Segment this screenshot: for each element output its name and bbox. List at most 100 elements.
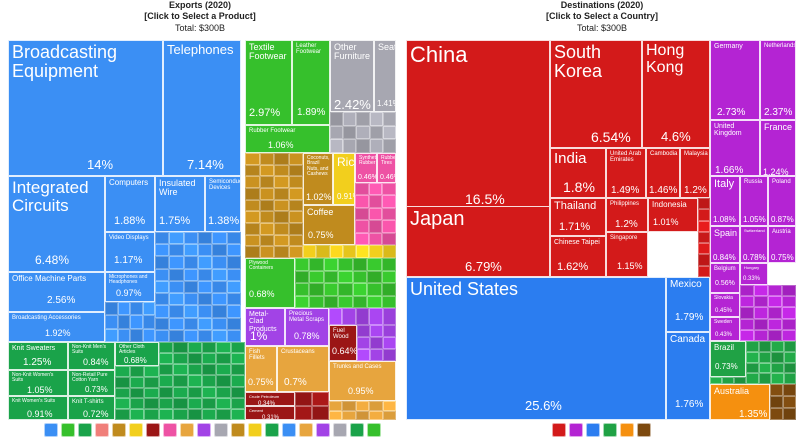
export-tile-plywood-containers[interactable]: Plywood Containers 0.68% bbox=[245, 258, 295, 308]
export-small-tile[interactable] bbox=[330, 112, 344, 126]
export-small-tile[interactable] bbox=[198, 244, 213, 257]
export-small-tile[interactable] bbox=[259, 211, 274, 223]
export-small-tile[interactable] bbox=[382, 232, 396, 245]
export-small-tile[interactable] bbox=[259, 199, 274, 212]
export-small-tile[interactable] bbox=[355, 207, 369, 221]
export-tile-video-displays[interactable]: Video Displays 1.17% bbox=[105, 232, 155, 272]
export-small-tile[interactable] bbox=[352, 258, 368, 271]
export-small-tile[interactable] bbox=[245, 246, 260, 258]
export-small-tile[interactable] bbox=[356, 125, 370, 140]
export-small-tile[interactable] bbox=[356, 112, 370, 126]
export-small-tile[interactable] bbox=[155, 293, 170, 306]
export-small-tile[interactable] bbox=[368, 220, 383, 233]
export-small-tile[interactable] bbox=[183, 244, 198, 257]
destination-small-tile[interactable] bbox=[783, 351, 796, 363]
export-small-tile[interactable] bbox=[382, 125, 396, 140]
export-small-tile[interactable] bbox=[259, 234, 274, 247]
export-tile-office-machine-parts[interactable]: Office Machine Parts 2.56% bbox=[8, 272, 105, 312]
region-legend-icon[interactable] bbox=[586, 423, 600, 437]
destination-small-tile[interactable] bbox=[758, 373, 771, 384]
export-small-tile[interactable] bbox=[343, 139, 357, 153]
export-small-tile[interactable] bbox=[173, 364, 188, 376]
export-small-tile[interactable] bbox=[216, 397, 231, 409]
destination-tile-thailand[interactable]: Thailand 1.71% bbox=[550, 198, 606, 236]
export-tile-precious-metal-scraps[interactable]: Precious Metal Scraps 0.78% bbox=[285, 308, 329, 346]
export-small-tile[interactable] bbox=[369, 245, 383, 258]
export-small-tile[interactable] bbox=[169, 305, 184, 318]
export-small-tile[interactable] bbox=[216, 342, 231, 354]
category-legend-icon[interactable] bbox=[214, 423, 228, 437]
category-legend-icon[interactable] bbox=[197, 423, 211, 437]
destination-small-tile[interactable] bbox=[754, 318, 768, 330]
export-small-tile[interactable] bbox=[342, 308, 356, 325]
export-small-tile[interactable] bbox=[142, 328, 155, 342]
destinations-subtitle[interactable]: [Click to Select a Country] bbox=[545, 11, 659, 21]
export-small-tile[interactable] bbox=[338, 295, 353, 308]
export-small-tile[interactable] bbox=[382, 183, 396, 196]
export-small-tile[interactable] bbox=[367, 270, 382, 283]
destination-tile-russia[interactable]: Russia 1.05% bbox=[740, 176, 768, 226]
export-small-tile[interactable] bbox=[368, 207, 383, 221]
destination-tile-philippines[interactable]: Philippines 1.2% bbox=[606, 198, 648, 232]
export-small-tile[interactable] bbox=[259, 176, 274, 188]
destination-small-tile[interactable] bbox=[782, 307, 796, 319]
export-small-tile[interactable] bbox=[230, 353, 245, 365]
destination-tile-united-kingdom[interactable]: United Kingdom 1.66% bbox=[710, 120, 760, 176]
export-small-tile[interactable] bbox=[187, 375, 202, 387]
export-small-tile[interactable] bbox=[230, 386, 245, 398]
category-legend-icon[interactable] bbox=[316, 423, 330, 437]
export-small-tile[interactable] bbox=[295, 258, 310, 271]
destination-small-tile[interactable] bbox=[746, 341, 759, 352]
export-small-tile[interactable] bbox=[187, 364, 202, 376]
export-small-tile[interactable] bbox=[309, 258, 324, 271]
category-legend-icon[interactable] bbox=[61, 423, 75, 437]
export-small-tile[interactable] bbox=[259, 153, 274, 165]
export-tile-rubber-footwear[interactable]: Rubber Footwear 1.06% bbox=[245, 125, 330, 153]
export-tile-crude-petroleum[interactable]: Crude Petroleum 0.34% bbox=[245, 392, 295, 406]
export-small-tile[interactable] bbox=[312, 392, 329, 406]
destination-tile-united-states[interactable]: United States 25.6% bbox=[406, 277, 666, 420]
export-tile-crustaceans[interactable]: Crustaceans 0.7% bbox=[277, 346, 329, 392]
export-small-tile[interactable] bbox=[129, 409, 145, 420]
destination-small-tile[interactable] bbox=[698, 231, 710, 244]
export-small-tile[interactable] bbox=[245, 153, 260, 165]
export-tile-broadcasting-accessories[interactable]: Broadcasting Accessories 1.92% bbox=[8, 312, 105, 342]
destination-small-tile[interactable] bbox=[768, 307, 782, 319]
region-legend-icon[interactable] bbox=[637, 423, 651, 437]
destination-small-tile[interactable] bbox=[768, 318, 782, 330]
export-small-tile[interactable] bbox=[383, 337, 396, 349]
export-small-tile[interactable] bbox=[216, 386, 231, 398]
export-small-tile[interactable] bbox=[381, 258, 396, 271]
export-small-tile[interactable] bbox=[369, 308, 383, 325]
export-small-tile[interactable] bbox=[129, 387, 145, 399]
export-small-tile[interactable] bbox=[216, 408, 231, 420]
destination-small-tile[interactable] bbox=[754, 285, 768, 297]
export-small-tile[interactable] bbox=[159, 408, 174, 420]
destination-small-tile[interactable] bbox=[758, 341, 771, 352]
export-small-tile[interactable] bbox=[169, 256, 184, 269]
destination-small-tile[interactable] bbox=[770, 384, 783, 396]
destination-small-tile[interactable] bbox=[783, 408, 796, 420]
export-small-tile[interactable] bbox=[142, 315, 155, 329]
export-tile-fish-fillets[interactable]: Fish Fillets 0.75% bbox=[245, 346, 277, 392]
export-small-tile[interactable] bbox=[368, 183, 383, 196]
destination-small-tile[interactable] bbox=[771, 362, 784, 374]
export-small-tile[interactable] bbox=[368, 195, 383, 208]
export-small-tile[interactable] bbox=[259, 164, 274, 177]
export-small-tile[interactable] bbox=[245, 223, 260, 235]
destination-small-tile[interactable] bbox=[768, 285, 782, 297]
destination-tile-mexico[interactable]: Mexico 1.79% bbox=[666, 277, 710, 332]
export-small-tile[interactable] bbox=[212, 293, 227, 306]
destination-tile-netherlands[interactable]: Netherlands 2.37% bbox=[760, 40, 796, 120]
export-small-tile[interactable] bbox=[309, 270, 324, 283]
export-small-tile[interactable] bbox=[274, 199, 289, 212]
export-tile-metal-clad-products[interactable]: Metal-Clad Products 1% bbox=[245, 308, 285, 346]
export-small-tile[interactable] bbox=[183, 232, 198, 245]
export-small-tile[interactable] bbox=[187, 397, 202, 409]
export-small-tile[interactable] bbox=[202, 397, 217, 409]
export-small-tile[interactable] bbox=[288, 211, 303, 223]
destination-tile-canada[interactable]: Canada 1.76% bbox=[666, 332, 710, 420]
export-small-tile[interactable] bbox=[198, 268, 213, 281]
export-tile-telephones[interactable]: Telephones 7.14% bbox=[163, 40, 241, 176]
export-tile-textile-footwear[interactable]: Textile Footwear 2.97% bbox=[245, 40, 292, 125]
